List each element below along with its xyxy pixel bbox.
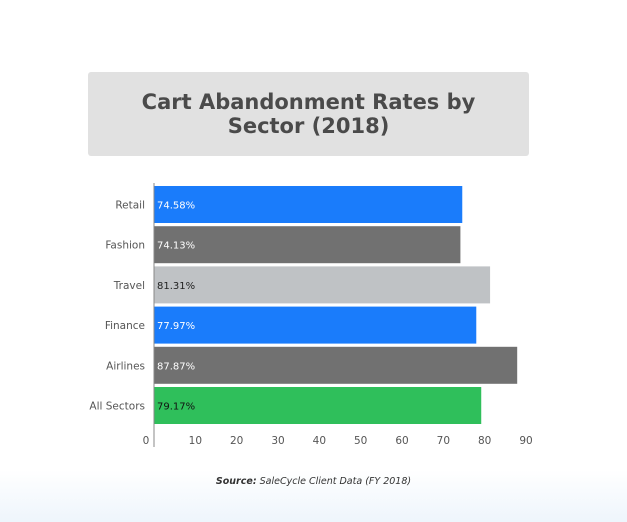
- bar-finance: [154, 306, 477, 344]
- chart-title: Cart Abandonment Rates by Sector (2018): [141, 90, 476, 138]
- x-tick-label: 40: [313, 435, 326, 447]
- x-tick-label: 30: [271, 435, 284, 447]
- bar-fashion: [154, 226, 461, 264]
- x-tick-label: 0: [143, 435, 150, 447]
- data-label: 77.97%: [157, 321, 195, 332]
- bar-all-sectors: [154, 387, 482, 424]
- x-tick-label: 90: [519, 435, 532, 447]
- bar-retail: [154, 186, 463, 223]
- category-label: Retail: [115, 200, 145, 212]
- category-label: Travel: [113, 280, 145, 292]
- x-tick-label: 70: [437, 435, 450, 447]
- category-label: Finance: [105, 320, 145, 332]
- data-label: 79.17%: [157, 402, 195, 413]
- x-tick-label: 60: [395, 435, 408, 447]
- bar-chart: 74.58% Retail 74.13% Fashion 81.31% Travel 77.…: [89, 183, 533, 447]
- source-text: SaleCycle Client Data (FY 2018): [259, 476, 412, 487]
- source-note: Source: SaleCycle Client Data (FY 2018): [0, 476, 627, 487]
- source-label: Source:: [215, 476, 257, 487]
- category-label: Airlines: [106, 360, 145, 372]
- bar-airlines: [154, 346, 518, 384]
- category-label: All Sectors: [89, 401, 145, 413]
- x-tick-label: 80: [478, 435, 491, 447]
- chart-title-box: Cart Abandonment Rates by Sector (2018): [88, 72, 529, 156]
- data-label: 74.58%: [157, 201, 195, 212]
- x-tick-label: 50: [354, 435, 367, 447]
- x-tick-label: 10: [189, 435, 202, 447]
- data-label: 81.31%: [157, 281, 195, 292]
- category-label: Fashion: [105, 240, 145, 252]
- data-label: 87.87%: [157, 361, 195, 372]
- bar-travel: [154, 266, 491, 304]
- x-tick-label: 20: [230, 435, 243, 447]
- data-label: 74.13%: [157, 241, 195, 252]
